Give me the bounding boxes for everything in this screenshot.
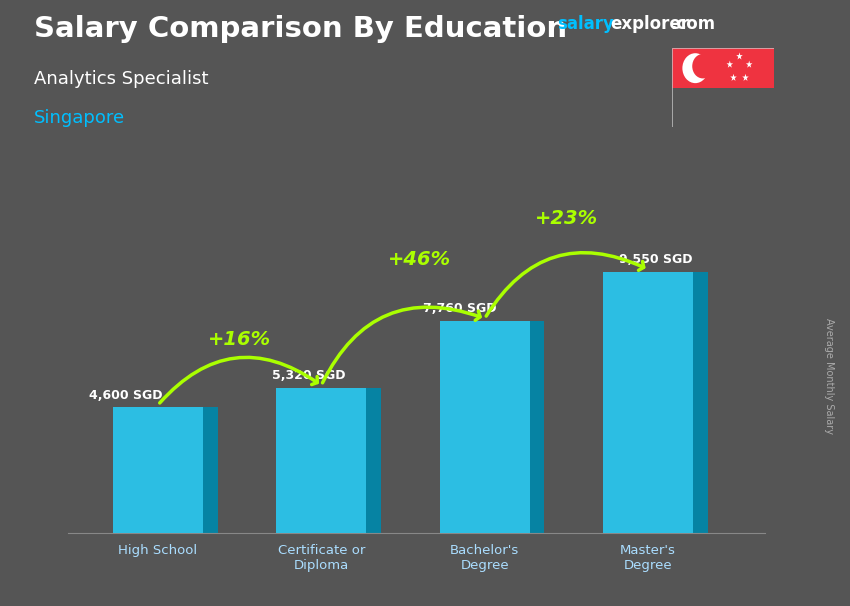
- Text: +16%: +16%: [208, 330, 271, 349]
- Circle shape: [683, 53, 708, 83]
- Text: Singapore: Singapore: [34, 109, 125, 127]
- Text: Average Monthly Salary: Average Monthly Salary: [824, 318, 834, 434]
- Polygon shape: [693, 271, 708, 533]
- Polygon shape: [742, 74, 749, 81]
- Text: 4,600 SGD: 4,600 SGD: [89, 389, 162, 402]
- Circle shape: [692, 54, 713, 78]
- Polygon shape: [736, 52, 743, 59]
- Text: 5,320 SGD: 5,320 SGD: [272, 369, 346, 382]
- Polygon shape: [730, 74, 737, 81]
- Polygon shape: [203, 407, 218, 533]
- Bar: [113, 407, 203, 533]
- Text: 9,550 SGD: 9,550 SGD: [619, 253, 692, 266]
- Polygon shape: [366, 387, 381, 533]
- Text: 7,760 SGD: 7,760 SGD: [422, 302, 496, 315]
- Bar: [604, 271, 693, 533]
- Polygon shape: [727, 61, 733, 68]
- Bar: [276, 387, 366, 533]
- Bar: [672, 48, 774, 88]
- Text: +46%: +46%: [388, 250, 450, 268]
- Text: explorer: explorer: [610, 15, 689, 33]
- Text: salary: salary: [557, 15, 614, 33]
- Text: .com: .com: [670, 15, 715, 33]
- Polygon shape: [530, 321, 544, 533]
- Bar: [439, 321, 530, 533]
- Text: +23%: +23%: [535, 208, 598, 228]
- Polygon shape: [746, 61, 752, 68]
- Text: Salary Comparison By Education: Salary Comparison By Education: [34, 15, 567, 43]
- Text: Analytics Specialist: Analytics Specialist: [34, 70, 208, 88]
